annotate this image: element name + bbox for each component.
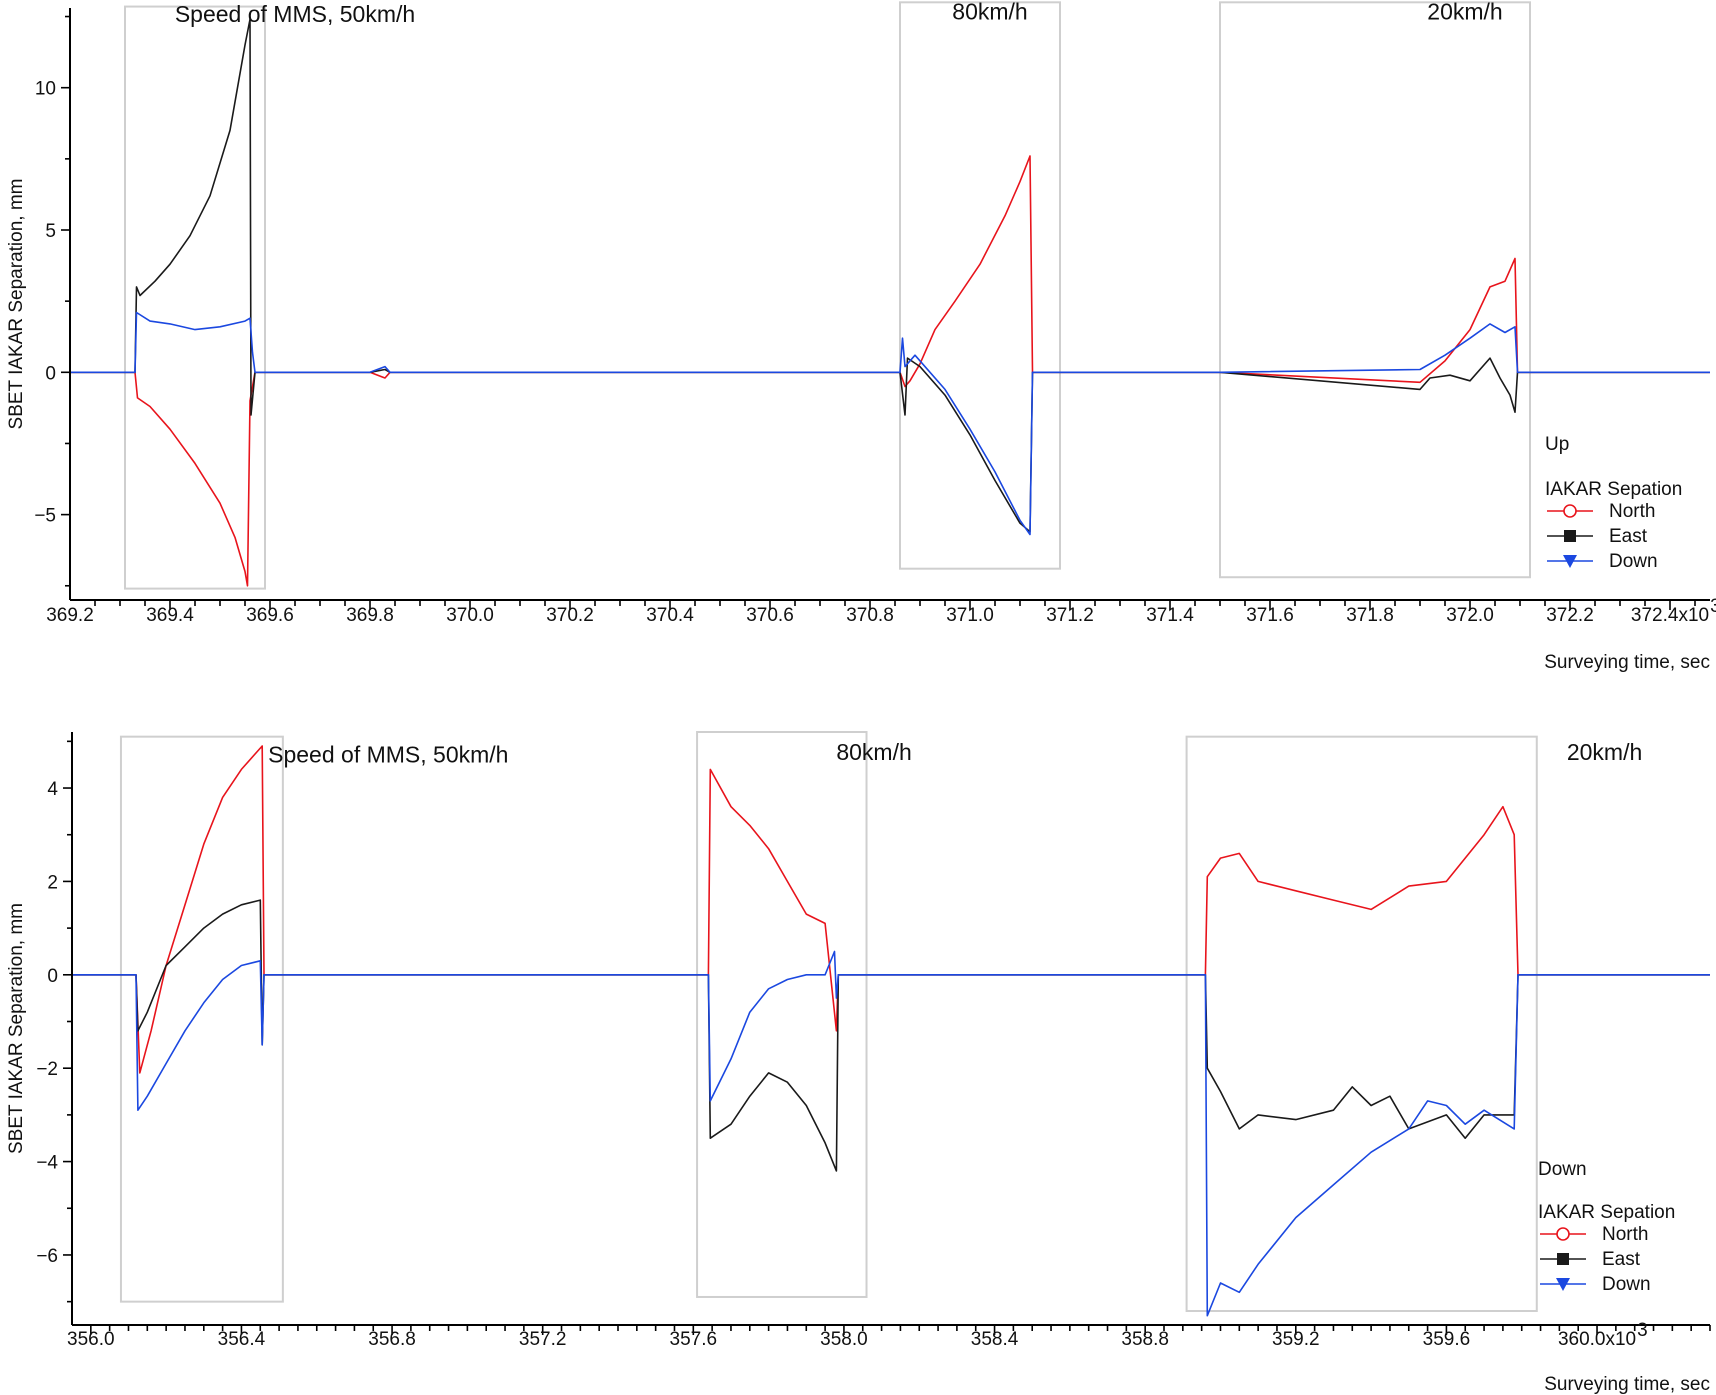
x-tick-label: 371.8	[1346, 605, 1394, 626]
legend-label-north: North	[1609, 501, 1655, 522]
y-tick-label: −2	[36, 1059, 58, 1080]
x-tick-label: 371.4	[1146, 605, 1194, 626]
legend-marker-circle-icon	[1556, 1227, 1570, 1241]
chart-panel-2: 356.0 356.4 356.8 357.2 357.6 358.0 358.4 358.8…	[6, 731, 1711, 1395]
legend-title: IAKAR Sepation	[1545, 479, 1682, 500]
legend-marker-triangle-icon	[1556, 1278, 1570, 1291]
x-tick-label: 356.4	[218, 1329, 266, 1350]
x-tick-label: 360.0x10	[1558, 1329, 1636, 1350]
series-line-east	[72, 899, 1710, 1172]
x-tick-label: 371.0	[946, 605, 994, 626]
legend-label-east: East	[1609, 526, 1648, 547]
x-tick-label: 371.6	[1246, 605, 1294, 626]
x-tick-label: 358.0	[820, 1329, 868, 1350]
legend-label-east: East	[1602, 1249, 1641, 1270]
x-tick-label: 370.6	[746, 605, 794, 626]
series-line-north	[70, 155, 1710, 587]
y-tick-label: −5	[34, 506, 56, 527]
speed-box-2	[899, 1, 1061, 570]
y-tick-label: −6	[36, 1246, 58, 1267]
series-line-north	[72, 745, 1710, 1074]
legend-marker-square-icon	[1557, 1253, 1569, 1265]
y-axis-label: SBET IAKAR Separation, mm	[6, 179, 27, 430]
x-axis-label: Surveying time, sec	[1544, 652, 1710, 673]
legend-label-down: Down	[1609, 551, 1658, 572]
legend-marker-square-icon	[1564, 530, 1576, 542]
legend-marker-circle-icon	[1563, 504, 1577, 518]
legend-label-north: North	[1602, 1224, 1648, 1245]
x-tick-label: 370.2	[546, 605, 594, 626]
speed-annotation-2: 80km/h	[952, 0, 1027, 24]
x-tick-label: 356.0	[67, 1329, 115, 1350]
x-tick-label: 359.6	[1423, 1329, 1471, 1350]
x-tick-label: 372.2	[1546, 605, 1594, 626]
legend-label-down: Down	[1602, 1274, 1651, 1295]
y-tick-label: 2	[47, 872, 58, 893]
x-tick-label: 358.4	[971, 1329, 1019, 1350]
x-axis-label: Surveying time, sec	[1544, 1374, 1710, 1395]
speed-annotation-2: 80km/h	[836, 739, 911, 765]
x-tick-label: 372.4x10	[1631, 605, 1709, 626]
speed-annotation-1: Speed of MMS, 50km/h	[175, 1, 415, 27]
x-tick-label: 356.8	[368, 1329, 416, 1350]
x-tick-label: 358.8	[1121, 1329, 1169, 1350]
y-tick-label: 0	[47, 966, 58, 987]
speed-box-2	[696, 731, 868, 1298]
series-line-east	[70, 18, 1710, 533]
y-tick-label: 0	[45, 363, 56, 384]
x-tick-label: 372.0	[1446, 605, 1494, 626]
x-tick-label: 359.2	[1272, 1329, 1320, 1350]
x-tick-label: 357.6	[670, 1329, 718, 1350]
speed-box-1	[124, 5, 266, 590]
legend-heading: Up	[1545, 434, 1569, 455]
x-tick-label: 357.2	[519, 1329, 567, 1350]
x-multiplier-exponent: 3	[1637, 1320, 1648, 1341]
y-tick-label: 5	[45, 221, 56, 242]
chart-panel-1: 369.2 369.4 369.6 369.8 370.0 370.2 370.4 370.6…	[6, 0, 1716, 673]
x-tick-label: 370.8	[846, 605, 894, 626]
y-tick-label: 4	[47, 779, 58, 800]
x-multiplier-exponent: 3	[1710, 596, 1716, 617]
speed-box-1	[119, 735, 284, 1303]
series-line-down	[70, 311, 1710, 536]
x-tick-label: 369.6	[246, 605, 294, 626]
x-tick-label: 371.2	[1046, 605, 1094, 626]
speed-annotation-3: 20km/h	[1567, 739, 1642, 765]
x-tick-label: 369.8	[346, 605, 394, 626]
x-tick-label: 369.2	[46, 605, 94, 626]
x-tick-label: 370.0	[446, 605, 494, 626]
speed-annotation-3: 20km/h	[1427, 0, 1502, 24]
speed-box-3	[1185, 735, 1538, 1312]
y-axis-label: SBET IAKAR Separation, mm	[6, 903, 27, 1154]
legend-marker-triangle-icon	[1563, 555, 1577, 568]
series-line-down	[72, 950, 1710, 1317]
speed-annotation-1: Speed of MMS, 50km/h	[268, 741, 508, 767]
speed-box-3	[1219, 1, 1531, 579]
y-tick-label: −4	[36, 1153, 58, 1174]
x-tick-label: 369.4	[146, 605, 194, 626]
x-tick-label: 370.4	[646, 605, 694, 626]
legend-title: IAKAR Sepation	[1538, 1202, 1675, 1223]
legend-heading: Down	[1538, 1159, 1587, 1180]
y-tick-label: 10	[35, 79, 56, 100]
